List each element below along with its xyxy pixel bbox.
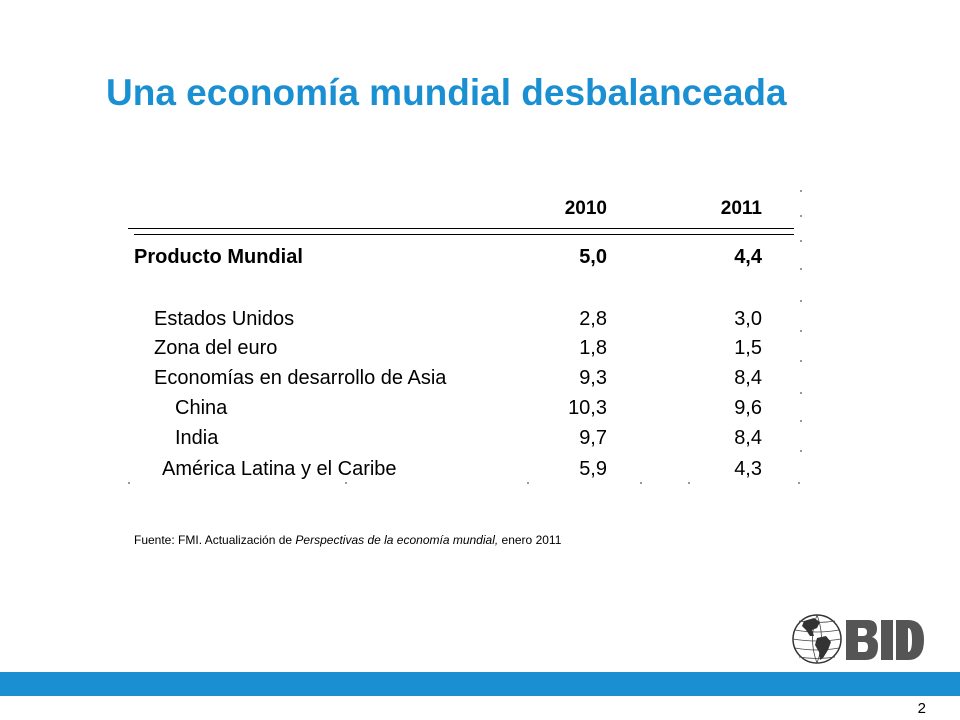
source-note: Fuente: FMI. Actualización de Perspectiv… (134, 533, 561, 547)
source-suffix: enero 2011 (498, 533, 562, 547)
row-value-2010: 9,7 (579, 427, 607, 449)
table-top-rule-inner (134, 234, 794, 235)
source-prefix: Fuente: FMI. Actualización de (134, 533, 296, 547)
artifact-dot (800, 240, 802, 242)
row-value-2011: 8,4 (734, 367, 762, 389)
artifact-dot (798, 482, 800, 484)
row-label-developing-asia: Economías en desarrollo de Asia (154, 367, 447, 389)
row-value-2010: 5,0 (579, 246, 607, 268)
row-label-china: China (175, 397, 228, 419)
artifact-dot (800, 268, 802, 270)
artifact-dot (128, 482, 130, 484)
page-number: 2 (917, 700, 926, 717)
artifact-dot (800, 190, 802, 192)
row-value-2011: 3,0 (734, 308, 762, 330)
artifact-dot (688, 482, 690, 484)
artifact-dot (345, 482, 347, 484)
artifact-dot (800, 450, 802, 452)
artifact-dot (800, 360, 802, 362)
table-top-rule (128, 228, 794, 229)
artifact-dot (800, 215, 802, 217)
row-value-2010: 10,3 (568, 397, 607, 419)
row-value-2011: 9,6 (734, 397, 762, 419)
artifact-dot (800, 392, 802, 394)
footer-bar (0, 672, 960, 696)
row-value-2010: 5,9 (579, 458, 607, 480)
row-value-2010: 1,8 (579, 337, 607, 359)
row-value-2010: 9,3 (579, 367, 607, 389)
bid-letters (846, 620, 924, 660)
row-value-2011: 4,4 (734, 246, 762, 268)
row-value-2011: 8,4 (734, 427, 762, 449)
globe-americas-icon (792, 614, 842, 664)
slide-title: Una economía mundial desbalanceada (106, 72, 787, 113)
artifact-dot (800, 300, 802, 302)
row-label-euro-area: Zona del euro (154, 337, 278, 359)
row-label-india: India (175, 427, 219, 449)
artifact-dot (800, 330, 802, 332)
row-value-2010: 2,8 (579, 308, 607, 330)
artifact-dot (640, 482, 642, 484)
row-value-2011: 4,3 (734, 458, 762, 480)
row-label-united-states: Estados Unidos (154, 308, 295, 330)
artifact-dot (800, 420, 802, 422)
bid-logo (792, 614, 924, 664)
row-label-world-output: Producto Mundial (134, 246, 303, 268)
header-2011: 2011 (720, 198, 762, 219)
header-2010: 2010 (564, 198, 607, 219)
row-label-latin-america: América Latina y el Caribe (162, 458, 397, 480)
artifact-dot (527, 482, 529, 484)
row-value-2011: 1,5 (734, 337, 762, 359)
source-publication-title: Perspectivas de la economía mundial, (295, 533, 499, 547)
